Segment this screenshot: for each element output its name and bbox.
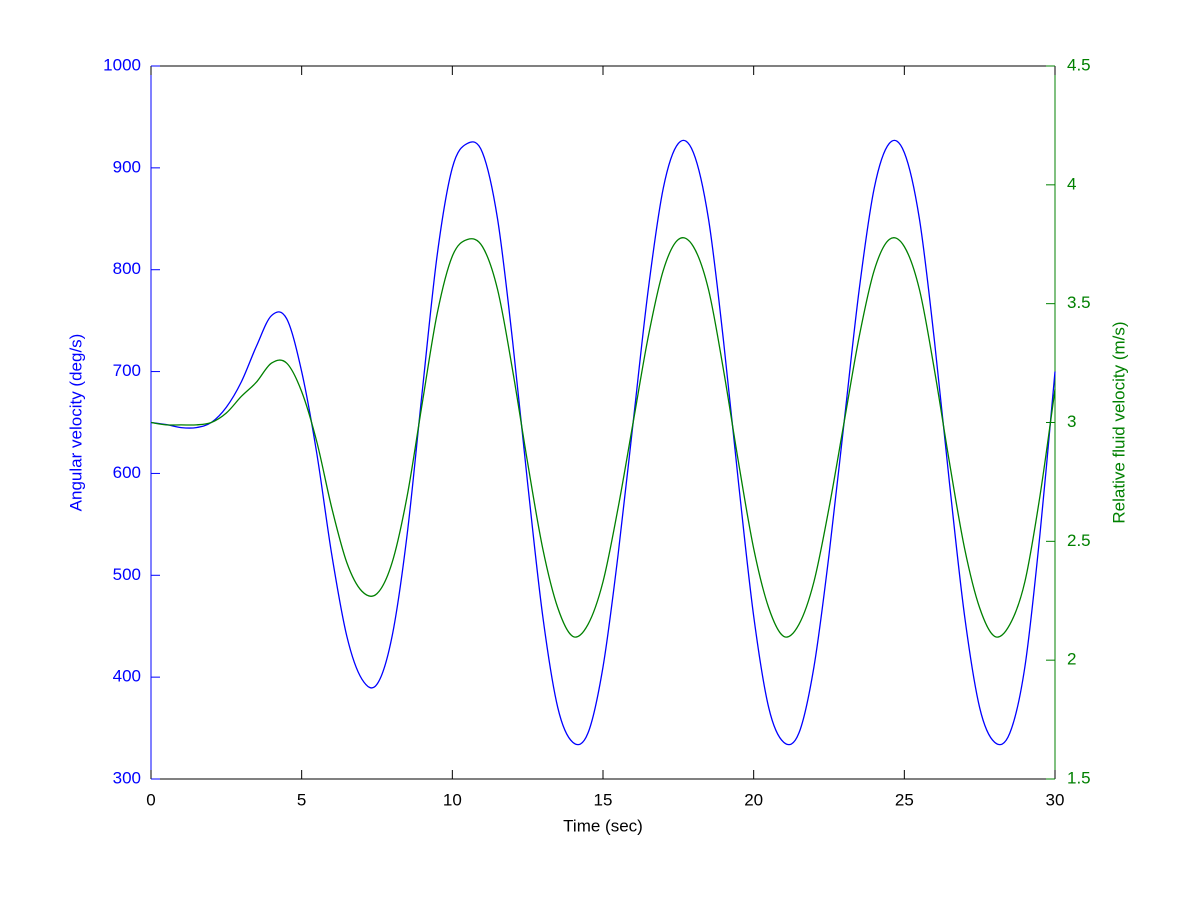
y2-tick-label: 2: [1067, 650, 1076, 669]
y2-tick-label: 4.5: [1067, 55, 1091, 74]
y2-tick-label: 3.5: [1067, 293, 1091, 312]
series-line: [150, 139, 1056, 746]
y-tick-label: 300: [113, 768, 141, 787]
y2-tick-label: 3: [1067, 412, 1076, 431]
x-axis-label: Time (sec): [563, 816, 643, 835]
x-tick-label: 10: [443, 790, 462, 809]
y-tick-label: 900: [113, 157, 141, 176]
x-tick-label: 30: [1046, 790, 1065, 809]
y-tick-label: 1000: [103, 55, 141, 74]
y-tick-label: 500: [113, 565, 141, 584]
series-line: [150, 237, 1056, 638]
x-tick-label: 0: [146, 790, 155, 809]
y2-tick-label: 4: [1067, 174, 1076, 193]
x-tick-label: 20: [744, 790, 763, 809]
x-tick-label: 25: [895, 790, 914, 809]
y2-tick-label: 2.5: [1067, 531, 1091, 550]
y2-tick-label: 1.5: [1067, 768, 1091, 787]
x-tick-label: 15: [594, 790, 613, 809]
y-tick-label: 800: [113, 259, 141, 278]
y-tick-label: 600: [113, 463, 141, 482]
x-tick-label: 5: [297, 790, 306, 809]
y2-axis-label: Relative fluid velocity (m/s): [1109, 321, 1128, 523]
y-tick-label: 700: [113, 361, 141, 380]
y-tick-label: 400: [113, 667, 141, 686]
y-axis-label: Angular velocity (deg/s): [66, 334, 85, 512]
